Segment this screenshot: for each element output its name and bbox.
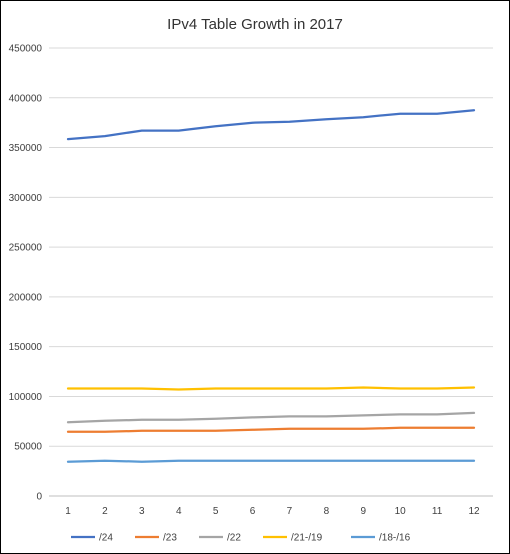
series-line-24 xyxy=(66,109,476,141)
y-tick-label: 350000 xyxy=(9,143,43,154)
y-tick-label: 400000 xyxy=(9,93,43,104)
x-tick-label: 7 xyxy=(287,506,293,517)
x-tick-label: 8 xyxy=(324,506,330,517)
series-line-22 xyxy=(66,411,476,424)
x-tick-label: 11 xyxy=(432,506,443,517)
x-tick-label: 6 xyxy=(250,506,256,517)
chart-title: IPv4 Table Growth in 2017 xyxy=(167,16,343,33)
legend-label: /22 xyxy=(227,533,241,544)
y-tick-label: 100000 xyxy=(9,392,43,403)
legend-label: /24 xyxy=(99,533,113,544)
legend-label: /21-/19 xyxy=(291,533,323,544)
y-tick-label: 450000 xyxy=(9,44,43,55)
x-tick-label: 9 xyxy=(360,506,366,517)
x-tick-label: 5 xyxy=(213,506,219,517)
y-tick-label: 150000 xyxy=(9,342,43,353)
series-line-18-16 xyxy=(66,459,476,463)
x-tick-label: 1 xyxy=(65,506,71,517)
x-tick-label: 12 xyxy=(468,506,480,517)
y-tick-label: 300000 xyxy=(9,193,43,204)
y-tick-label: 250000 xyxy=(9,243,43,254)
x-tick-label: 3 xyxy=(139,506,145,517)
legend-label: /23 xyxy=(163,533,177,544)
y-tick-label: 200000 xyxy=(9,292,43,303)
series-line-21-19 xyxy=(66,386,476,391)
x-tick-label: 2 xyxy=(102,506,108,517)
series-line-23 xyxy=(66,426,476,433)
y-tick-label: 50000 xyxy=(14,442,42,453)
x-tick-label: 10 xyxy=(395,506,407,517)
y-tick-label: 0 xyxy=(36,492,42,503)
x-tick-label: 4 xyxy=(176,506,182,517)
legend-label: /18-/16 xyxy=(379,533,411,544)
